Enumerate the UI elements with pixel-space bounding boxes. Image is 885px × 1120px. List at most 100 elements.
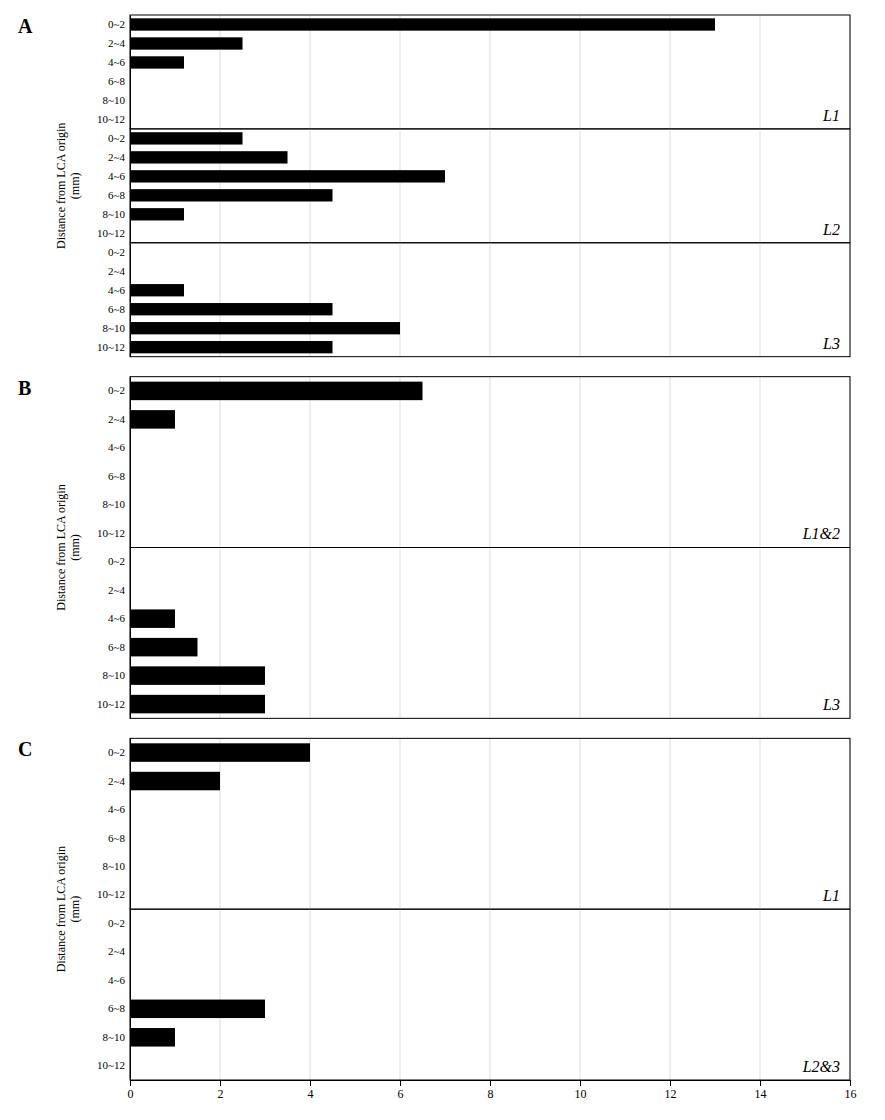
y-tick-label: 0~2	[108, 384, 125, 396]
x-tick-label: 2	[218, 1087, 224, 1101]
y-tick: 2~4	[108, 584, 130, 596]
grid-line	[490, 243, 491, 357]
y-tick-label: 4~6	[108, 441, 125, 453]
y-tick-label: 2~4	[108, 945, 125, 957]
y-tick: 2~4	[108, 413, 130, 425]
y-axis-line	[130, 129, 131, 243]
grid-line	[310, 909, 311, 1080]
grid-line	[310, 129, 311, 243]
grid-line	[760, 377, 761, 548]
y-tick: 6~8	[108, 641, 130, 653]
y-tick: 10~12	[97, 227, 130, 239]
panel: 0~22~44~66~88~1010~120246810121416L2&3	[97, 909, 856, 1100]
bar	[130, 170, 445, 182]
x-tick-label: 12	[665, 1087, 677, 1101]
bar	[130, 1000, 265, 1019]
grid-line	[220, 377, 221, 548]
x-tick: 4	[308, 1080, 314, 1101]
y-tick-label: 10~12	[97, 527, 125, 539]
grid-line	[580, 738, 581, 909]
y-tick-label: 6~8	[108, 641, 125, 653]
grid	[130, 548, 850, 719]
frame	[130, 909, 850, 1080]
y-tick-label: 4~6	[108, 284, 125, 296]
bar	[130, 322, 400, 334]
y-tick: 2~4	[108, 945, 130, 957]
frame	[130, 548, 850, 719]
y-tick: 10~12	[97, 888, 130, 900]
y-tick: 4~6	[108, 803, 130, 815]
y-tick-label: 8~10	[103, 94, 126, 106]
y-tick-label: 2~4	[108, 413, 125, 425]
grid-line	[490, 377, 491, 548]
y-tick-label: 6~8	[108, 189, 125, 201]
y-tick: 10~12	[97, 527, 130, 539]
x-tick-label: 0	[128, 1087, 134, 1101]
y-tick-label: 4~6	[108, 612, 125, 624]
y-tick: 0~2	[108, 384, 130, 396]
grid-line	[400, 909, 401, 1080]
y-tick-label: 2~4	[108, 265, 125, 277]
grid-line	[670, 15, 671, 129]
grid-line	[490, 129, 491, 243]
y-tick: 4~6	[108, 612, 130, 624]
y-tick: 6~8	[108, 75, 130, 87]
x-tick: 12	[665, 1080, 677, 1101]
grid-line	[670, 909, 671, 1080]
x-tick-label: 10	[575, 1087, 587, 1101]
grid-line	[670, 548, 671, 719]
bar	[130, 743, 310, 762]
x-axis-line	[131, 1081, 851, 1087]
grid-line	[400, 548, 401, 719]
panel-label: L2&3	[802, 1058, 840, 1075]
y-tick: 4~6	[108, 974, 130, 986]
y-tick: 8~10	[103, 208, 130, 220]
y-axis-label-line: Distance from LCA origin	[54, 484, 68, 610]
grid-line	[490, 548, 491, 719]
y-tick: 2~4	[108, 775, 130, 787]
panel-label: L1	[822, 107, 840, 124]
grid-line	[670, 129, 671, 243]
bar	[130, 189, 333, 201]
y-axis: 0~22~44~66~88~1010~12	[97, 377, 130, 548]
y-tick-label: 8~10	[103, 860, 126, 872]
y-axis-label-line: (mm)	[68, 534, 82, 561]
bars	[130, 18, 715, 68]
panel-label: L1&2	[802, 526, 840, 543]
grid	[130, 243, 850, 357]
frame	[130, 738, 850, 909]
panel: 0~22~44~66~88~1010~12L1&2	[97, 377, 850, 548]
y-tick-label: 4~6	[108, 56, 125, 68]
y-axis-label-line: (mm)	[68, 896, 82, 923]
panel: 0~22~44~66~88~1010~12L3	[97, 243, 850, 357]
grid-line	[580, 15, 581, 129]
y-tick: 8~10	[103, 669, 130, 681]
y-tick-label: 0~2	[108, 132, 125, 144]
bar	[130, 303, 333, 315]
figure: ADistance from LCA origin(mm)0~22~44~66~…	[0, 0, 885, 1120]
y-tick-label: 0~2	[108, 746, 125, 758]
y-tick: 8~10	[103, 1031, 130, 1043]
panel-label: L2	[822, 221, 840, 238]
y-axis: 0~22~44~66~88~1010~12	[97, 16, 130, 130]
y-tick-label: 10~12	[97, 888, 125, 900]
grid-line	[670, 738, 671, 909]
panel: 0~22~44~66~88~1010~12L1	[97, 15, 850, 129]
y-tick: 0~2	[108, 555, 130, 567]
y-tick-label: 8~10	[103, 322, 126, 334]
grid-line	[310, 15, 311, 129]
grid-line	[400, 738, 401, 909]
bar	[130, 132, 243, 144]
y-tick-label: 2~4	[108, 584, 125, 596]
panel: 0~22~44~66~88~1010~12L3	[97, 548, 850, 719]
grid-line	[490, 15, 491, 129]
panel-label: L3	[822, 335, 840, 352]
grid-line	[310, 377, 311, 548]
grid-line	[490, 909, 491, 1080]
x-tick: 6	[398, 1080, 404, 1101]
grid-line	[580, 243, 581, 357]
grid-line	[400, 15, 401, 129]
grid-line	[580, 129, 581, 243]
x-tick: 10	[575, 1080, 587, 1101]
frame	[130, 377, 850, 548]
